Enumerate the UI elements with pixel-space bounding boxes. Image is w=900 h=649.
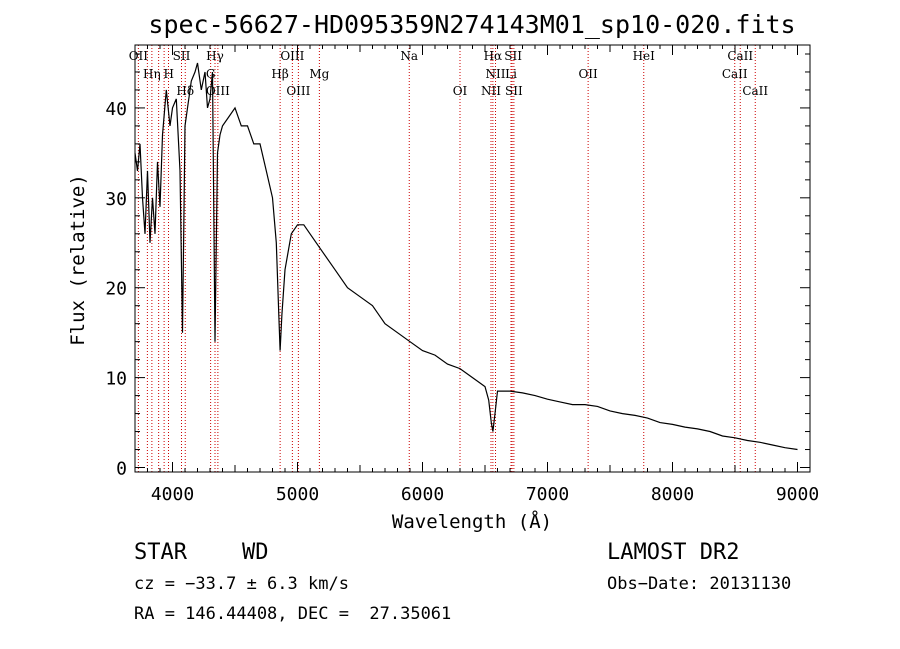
line-label: H — [164, 67, 174, 81]
x-tick-label: 4000 — [151, 484, 194, 505]
line-label: SII — [505, 84, 523, 98]
line-label: CaII — [722, 67, 748, 81]
object-class: STAR — [134, 540, 187, 565]
x-tick-label: 5000 — [276, 484, 319, 505]
line-label: SII — [504, 49, 522, 63]
y-axis-label: Flux (relative) — [67, 174, 89, 346]
line-label: Hη — [143, 67, 161, 81]
line-label: Hδ — [176, 84, 194, 98]
coordinates: RA = 146.44408, DEC = 27.35061 — [134, 604, 452, 624]
x-tick-label: 9000 — [776, 484, 819, 505]
y-tick-label: 0 — [116, 459, 127, 480]
line-label: Li — [505, 67, 517, 81]
line-label: CaII — [742, 84, 768, 98]
survey-name: LAMOST DR2 — [607, 540, 740, 565]
line-label: Hα — [484, 49, 503, 63]
line-label: Mg — [309, 67, 329, 81]
line-label: OIII — [206, 84, 230, 98]
x-axis-label: Wavelength (Å) — [392, 510, 552, 533]
line-label: NII — [481, 84, 501, 98]
line-label: HeI — [633, 49, 656, 63]
line-label: OII — [129, 49, 149, 63]
line-label: Hγ — [206, 49, 224, 63]
y-tick-label: 30 — [105, 189, 127, 210]
emission-line-markers — [137, 45, 756, 472]
line-label: Na — [400, 49, 418, 63]
line-label: OIII — [280, 49, 304, 63]
observation-date: Obs−Date: 20131130 — [607, 574, 792, 594]
object-subclass: WD — [242, 540, 269, 565]
line-label: SII — [173, 49, 191, 63]
y-tick-label: 10 — [105, 369, 127, 390]
redshift-velocity: cz = −33.7 ± 6.3 km/s — [134, 574, 349, 594]
plot-frame — [134, 44, 811, 473]
chart-title: spec-56627-HD095359N274143M01_sp10-020.f… — [148, 10, 795, 39]
line-label: OI — [453, 84, 468, 98]
spectrum-line — [134, 62, 798, 451]
y-axis-ticks: 0 10 20 30 40 — [105, 53, 810, 480]
x-tick-label: 6000 — [401, 484, 444, 505]
line-label: OIII — [286, 84, 310, 98]
y-tick-label: 20 — [105, 279, 127, 300]
line-label: OII — [578, 67, 598, 81]
x-axis-ticks: 4000 5000 6000 7000 8000 9000 — [134, 45, 819, 505]
line-label: CaII — [727, 49, 753, 63]
x-tick-label: 7000 — [526, 484, 569, 505]
y-tick-label: 40 — [105, 99, 127, 120]
line-label: NII — [486, 67, 506, 81]
spectrum-series — [134, 62, 798, 451]
line-label: Hβ — [271, 67, 288, 81]
line-label: G — [206, 67, 216, 81]
x-tick-label: 8000 — [651, 484, 694, 505]
